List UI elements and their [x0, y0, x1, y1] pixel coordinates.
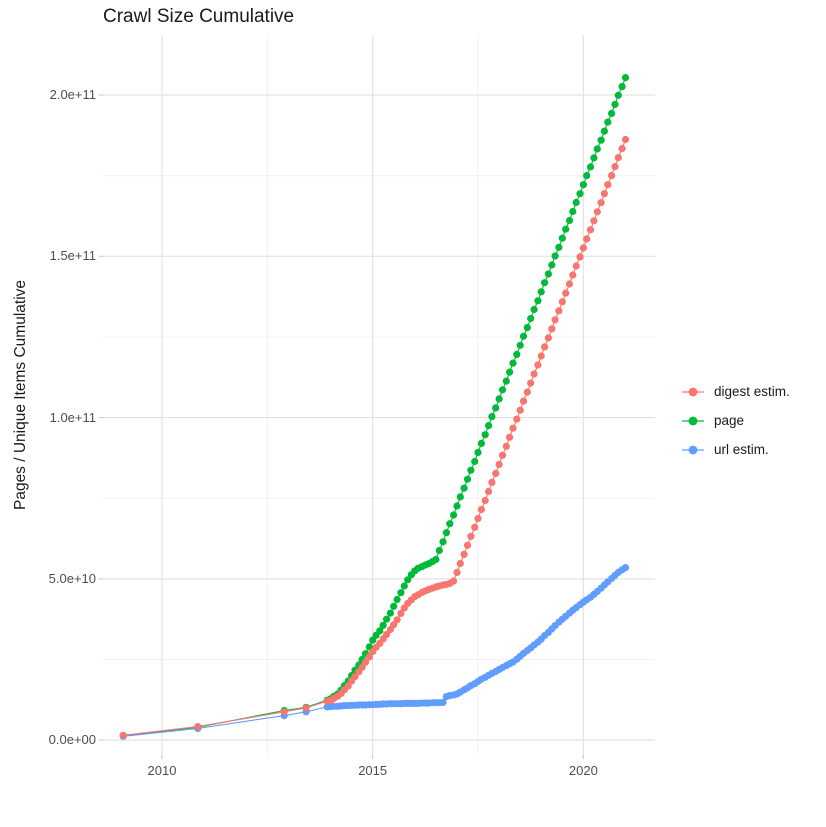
y-tick-label: 1.5e+11: [49, 248, 96, 264]
legend-key-icon: [682, 445, 704, 454]
chart-title: Crawl Size Cumulative: [103, 6, 295, 27]
y-tick-label: 2.0e+11: [49, 87, 96, 102]
y-tick-label: 5.0e+10: [48, 570, 96, 586]
x-tick-label: 2010: [147, 763, 177, 778]
legend-key-icon: [682, 416, 704, 425]
legend-key-icon: [682, 387, 704, 396]
legend-label: digest estim.: [714, 384, 790, 399]
x-tick-label: 2020: [568, 763, 598, 778]
y-tick-label: 1.0e+11: [49, 409, 96, 425]
legend: digest estim. page url estim.: [681, 377, 790, 464]
legend-item-page: page: [681, 406, 790, 435]
legend-label: url estim.: [714, 442, 769, 457]
x-tick-label: 2015: [358, 763, 388, 778]
y-tick-label: 0.0e+00: [48, 732, 96, 748]
legend-item-digest-estim: digest estim.: [681, 377, 790, 406]
legend-item-url-estim: url estim.: [681, 435, 790, 464]
legend-label: page: [714, 413, 745, 428]
